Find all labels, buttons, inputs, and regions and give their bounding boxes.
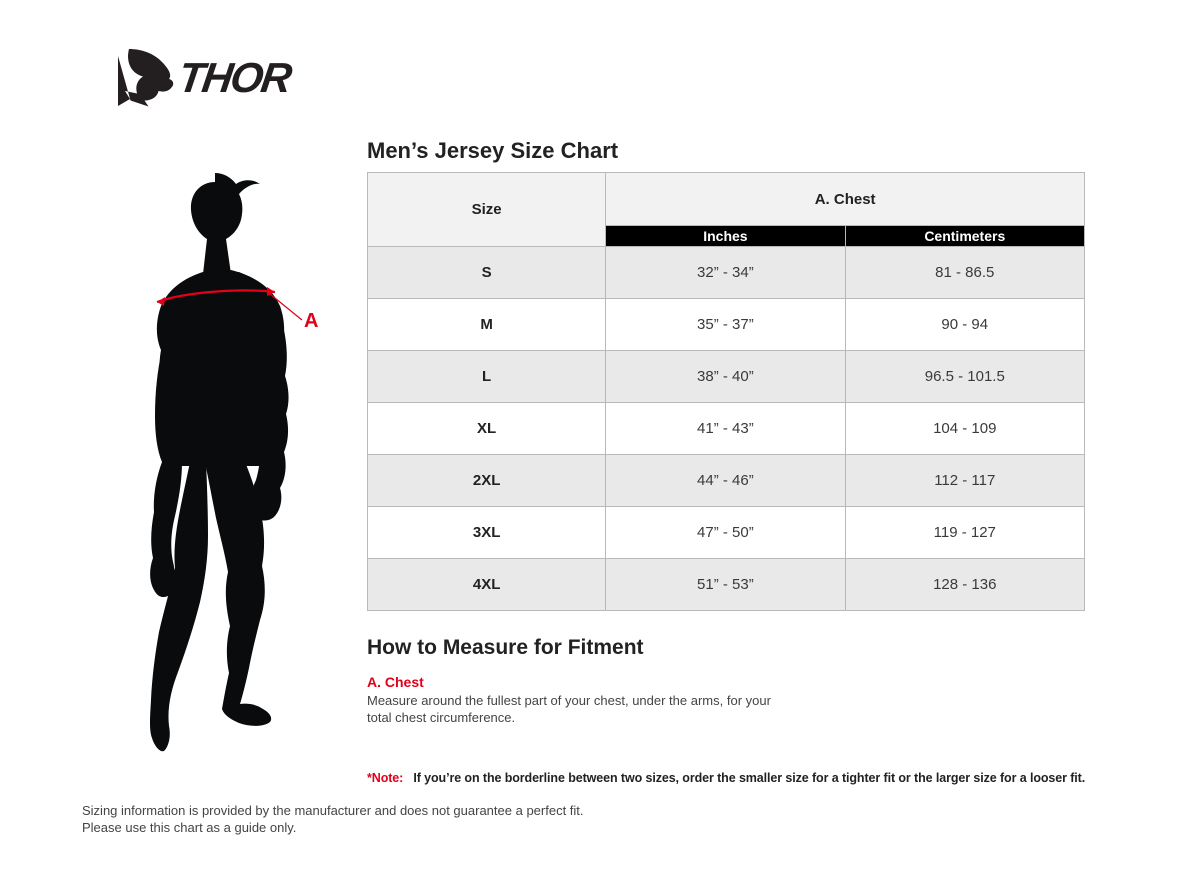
svg-text:THOR: THOR	[176, 54, 296, 101]
svg-text:A: A	[304, 310, 318, 332]
